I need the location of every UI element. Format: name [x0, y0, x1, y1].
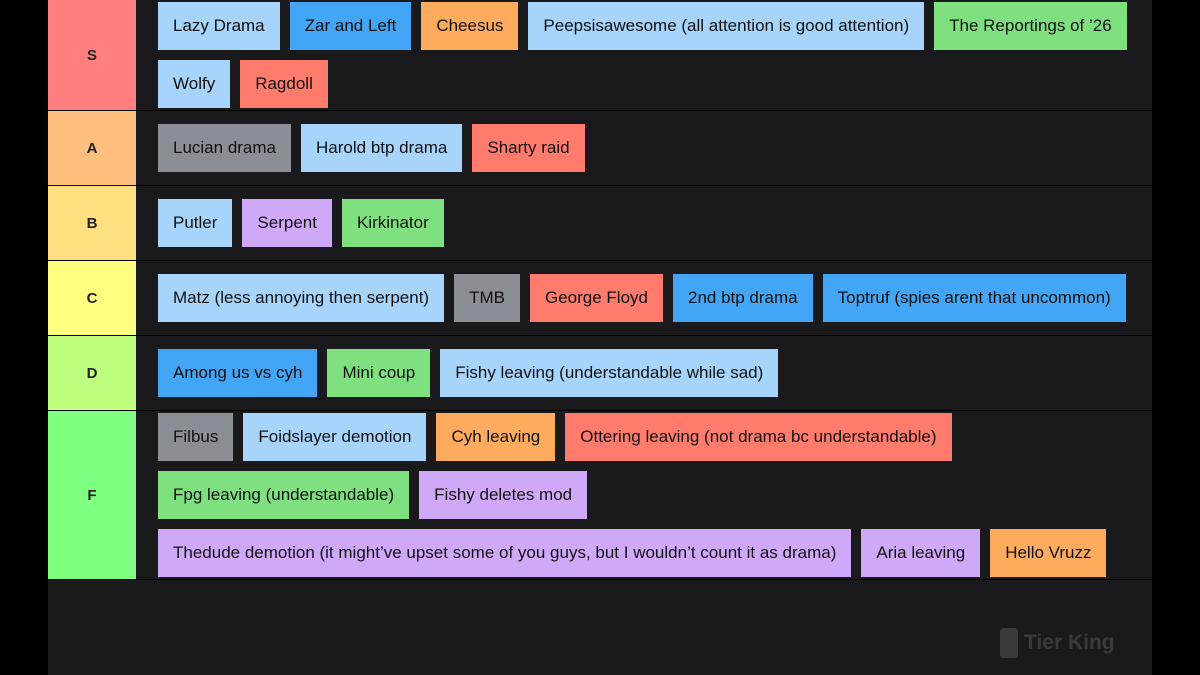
tier-item[interactable]: Cyh leaving — [436, 413, 556, 461]
tier-items: Matz (less annoying then serpent) TMB Geor… — [136, 261, 1152, 335]
tier-item[interactable]: Filbus — [158, 413, 234, 461]
tier-item[interactable]: Lucian drama — [158, 124, 292, 172]
tier-item[interactable]: Harold btp drama — [301, 124, 463, 172]
tier-item[interactable]: TMB — [454, 274, 520, 322]
tier-item[interactable]: Ottering leaving (not drama bc understan… — [565, 413, 952, 461]
tier-item[interactable]: George Floyd — [529, 274, 663, 322]
tier-item[interactable]: Mini coup — [327, 349, 431, 397]
tier-list: S Lazy Drama Zar and Left Cheesus Peepsisawe… — [48, 0, 1152, 675]
tier-label: A — [48, 111, 136, 185]
tier-item[interactable]: Thedude demotion (it might’ve upset some… — [158, 529, 852, 577]
tier-item[interactable]: Aria leaving — [861, 529, 981, 577]
tier-item[interactable]: Fishy leaving (understandable while sad) — [440, 349, 779, 397]
tier-row: F Filbus Foidslayer demotion Cyh leaving Ott… — [48, 411, 1152, 580]
tier-item[interactable]: Serpent — [242, 199, 332, 247]
tier-item[interactable]: Ragdoll — [240, 60, 328, 108]
tier-item[interactable]: Peepsisawesome (all attention is good at… — [528, 2, 925, 50]
tier-item[interactable]: Foidslayer demotion — [243, 413, 427, 461]
tier-row: D Among us vs cyh Mini coup Fishy leaving (… — [48, 336, 1152, 411]
tier-item[interactable]: Lazy Drama — [158, 2, 280, 50]
tier-items: Lucian drama Harold btp drama Sharty raid — [136, 111, 1152, 185]
tier-item[interactable]: Putler — [158, 199, 233, 247]
tier-item[interactable]: Kirkinator — [341, 199, 444, 247]
tier-items: Filbus Foidslayer demotion Cyh leaving Otte… — [136, 411, 1152, 579]
tier-row: C Matz (less annoying then serpent) TMB Geo… — [48, 261, 1152, 336]
tier-item[interactable]: Among us vs cyh — [158, 349, 318, 397]
tier-label: S — [48, 0, 136, 110]
tier-item[interactable]: Wolfy — [158, 60, 231, 108]
tier-item[interactable]: Fpg leaving (understandable) — [158, 471, 410, 519]
tier-item[interactable]: The Reportings of ’26 — [934, 2, 1127, 50]
watermark: Tier King — [1000, 628, 1115, 658]
tier-row: A Lucian drama Harold btp drama Sharty raid — [48, 111, 1152, 186]
tier-label: B — [48, 186, 136, 260]
tier-row: S Lazy Drama Zar and Left Cheesus Peepsisawe… — [48, 0, 1152, 111]
tier-item[interactable]: 2nd btp drama — [672, 274, 813, 322]
tier-items: Putler Serpent Kirkinator — [136, 186, 1152, 260]
tier-item[interactable]: Hello Vruzz — [990, 529, 1107, 577]
tier-row: B Putler Serpent Kirkinator — [48, 186, 1152, 261]
tier-label: D — [48, 336, 136, 410]
tier-items: Lazy Drama Zar and Left Cheesus Peepsisawes… — [136, 0, 1152, 110]
tier-item[interactable]: Cheesus — [421, 2, 519, 50]
tier-item[interactable]: Fishy deletes mod — [419, 471, 588, 519]
tier-item[interactable]: Toptruf (spies arent that uncommon) — [822, 274, 1126, 322]
tier-item[interactable]: Matz (less annoying then serpent) — [158, 274, 445, 322]
tier-items: Among us vs cyh Mini coup Fishy leaving (u… — [136, 336, 1152, 410]
tier-label: F — [48, 411, 136, 579]
tier-label: C — [48, 261, 136, 335]
tier-item[interactable]: Sharty raid — [472, 124, 585, 172]
watermark-icon — [1000, 628, 1018, 658]
watermark-text: Tier King — [1024, 631, 1115, 654]
tier-item[interactable]: Zar and Left — [289, 2, 412, 50]
